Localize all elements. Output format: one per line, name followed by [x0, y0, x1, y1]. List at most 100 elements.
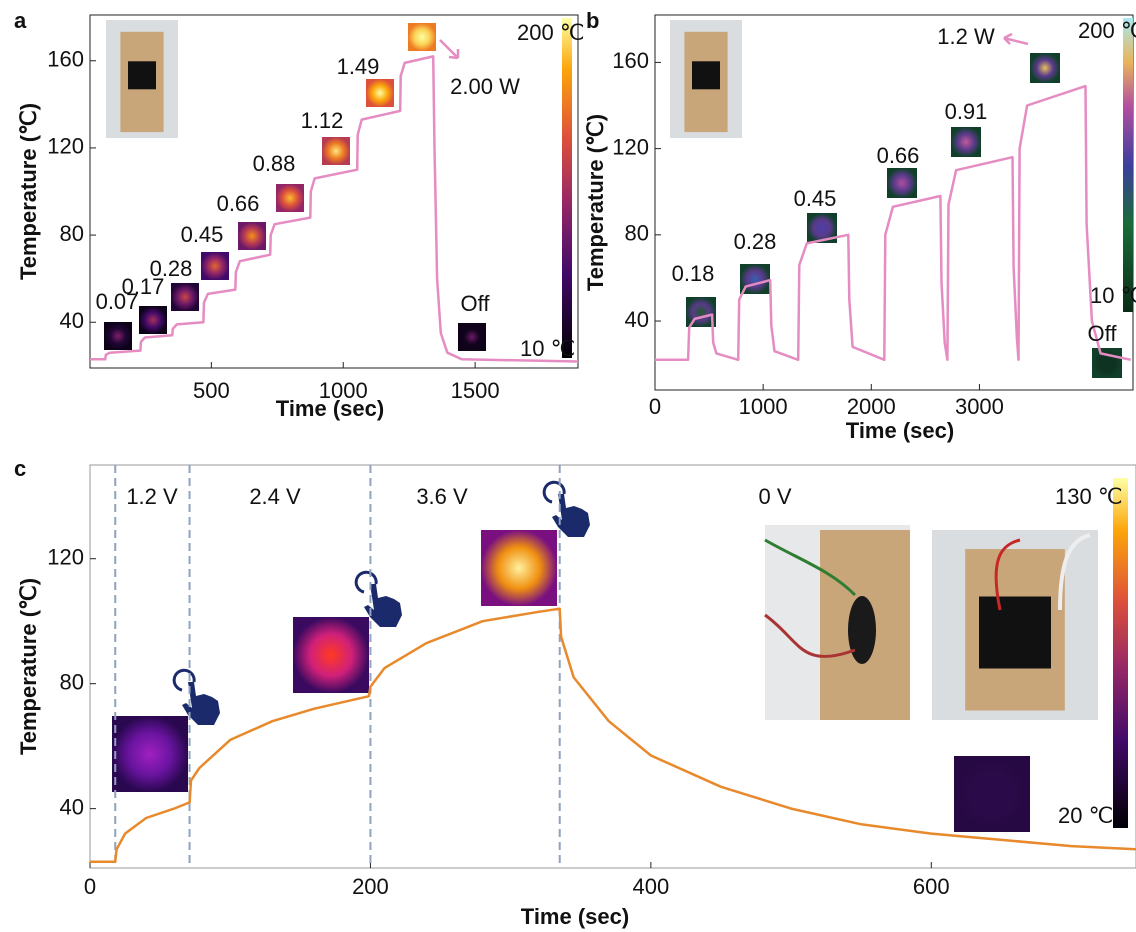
- colorbar: [562, 18, 572, 358]
- thermal-image: [322, 137, 350, 165]
- annotation: 0.28: [734, 229, 777, 254]
- data-line: [90, 55, 579, 363]
- thermal-image: [276, 184, 304, 212]
- annotation: 0.17: [122, 274, 165, 299]
- photo-wire: [1058, 533, 1091, 611]
- annotation: 1.12: [301, 108, 344, 133]
- colorbar: [1123, 18, 1133, 312]
- thermal-image: [293, 617, 369, 693]
- thermal-image: [408, 23, 436, 51]
- annotation: 1.2 W: [937, 24, 995, 49]
- hand-icon: [364, 584, 402, 627]
- photo-heater: [979, 596, 1051, 669]
- annotation: 0.91: [945, 99, 988, 124]
- y-tick-label: 160: [47, 47, 84, 72]
- thermal-image: [954, 756, 1030, 832]
- arrow: [439, 39, 460, 60]
- arrow: [1003, 32, 1029, 46]
- annotation: 0.45: [181, 222, 224, 247]
- thermal-image: [112, 716, 188, 792]
- plot-frame: [89, 464, 1136, 869]
- colorbar-label: 20 ℃: [1058, 803, 1113, 828]
- x-tick-label: 0: [649, 394, 661, 419]
- y-tick-label: 80: [60, 221, 84, 246]
- x-tick-label: 0: [84, 874, 96, 899]
- hand-icon: [182, 682, 220, 725]
- annotation: 0.07: [96, 289, 139, 314]
- x-tick-label: 2000: [847, 394, 896, 419]
- click-ring: [172, 668, 196, 692]
- thermal-image: [686, 297, 716, 327]
- annotation: 2.00 W: [450, 74, 520, 99]
- y-tick-label: 40: [625, 307, 649, 332]
- annotation: 0.66: [877, 143, 920, 168]
- photo-wire: [764, 613, 856, 658]
- photo-sensor: [848, 596, 876, 664]
- x-axis-title: Time (sec): [276, 396, 384, 421]
- thermal-image: [481, 530, 557, 606]
- y-tick-label: 40: [60, 308, 84, 333]
- data-line: [90, 607, 1136, 864]
- plot-frame: [89, 14, 579, 369]
- colorbar-label: 10 ℃: [1090, 283, 1136, 308]
- x-tick-label: 1000: [319, 378, 368, 403]
- y-tick-label: 160: [612, 48, 649, 73]
- x-tick-label: 200: [352, 874, 389, 899]
- annotation: 0.18: [672, 261, 715, 286]
- x-tick-label: 3000: [955, 394, 1004, 419]
- y-tick-label: 40: [60, 794, 84, 819]
- thermal-image: [1030, 53, 1060, 83]
- thermal-image: [887, 168, 917, 198]
- annotation: Off: [1088, 321, 1118, 346]
- photo-heater: [692, 61, 720, 90]
- x-axis-title: Time (sec): [846, 418, 954, 443]
- y-tick-label: 120: [47, 134, 84, 159]
- annotation: 0.66: [217, 191, 260, 216]
- thermal-image: [1092, 348, 1122, 378]
- x-axis-title: Time (sec): [521, 904, 629, 929]
- y-tick-label: 120: [612, 134, 649, 159]
- annotation: 0.45: [794, 186, 837, 211]
- annotation: 2.4 V: [249, 484, 301, 509]
- thermal-image: [951, 127, 981, 157]
- thermal-image: [201, 252, 229, 280]
- annotation: 0.88: [253, 151, 296, 176]
- photo-wire: [994, 538, 1021, 611]
- colorbar-label: 10 ℃: [520, 336, 575, 361]
- y-axis-title: Temperature (℃): [583, 114, 608, 291]
- x-tick-label: 500: [193, 378, 230, 403]
- annotation: 1.2 V: [126, 484, 178, 509]
- data-line: [655, 84, 1132, 362]
- x-tick-label: 1000: [739, 394, 788, 419]
- y-tick-label: 80: [60, 669, 84, 694]
- photo-wire: [764, 538, 857, 597]
- photo-heater: [128, 61, 156, 90]
- panel-label: c: [14, 456, 26, 481]
- thermal-image: [139, 306, 167, 334]
- annotation: Off: [461, 291, 491, 316]
- y-tick-label: 80: [625, 221, 649, 246]
- x-tick-label: 1500: [451, 378, 500, 403]
- thermal-image: [104, 322, 132, 350]
- colorbar-label: 200 ℃: [1078, 18, 1136, 43]
- click-ring: [354, 570, 378, 594]
- annotation: 0 V: [758, 484, 791, 509]
- annotation: 1.49: [337, 54, 380, 79]
- y-axis-title: Temperature (℃): [16, 103, 41, 280]
- colorbar-label: 200 ℃: [517, 20, 585, 45]
- y-axis-title: Temperature (℃): [16, 578, 41, 755]
- x-tick-label: 600: [913, 874, 950, 899]
- thermal-image: [366, 79, 394, 107]
- annotation: 3.6 V: [416, 484, 468, 509]
- hand-icon: [552, 494, 590, 537]
- x-tick-label: 400: [632, 874, 669, 899]
- panel-label: b: [586, 8, 599, 33]
- click-ring: [542, 480, 566, 504]
- panel-label: a: [14, 8, 27, 33]
- thermal-image: [171, 283, 199, 311]
- annotation: 0.28: [150, 256, 193, 281]
- thermal-image: [458, 323, 486, 351]
- colorbar-label: 130 ℃: [1055, 484, 1123, 509]
- y-tick-label: 120: [47, 545, 84, 570]
